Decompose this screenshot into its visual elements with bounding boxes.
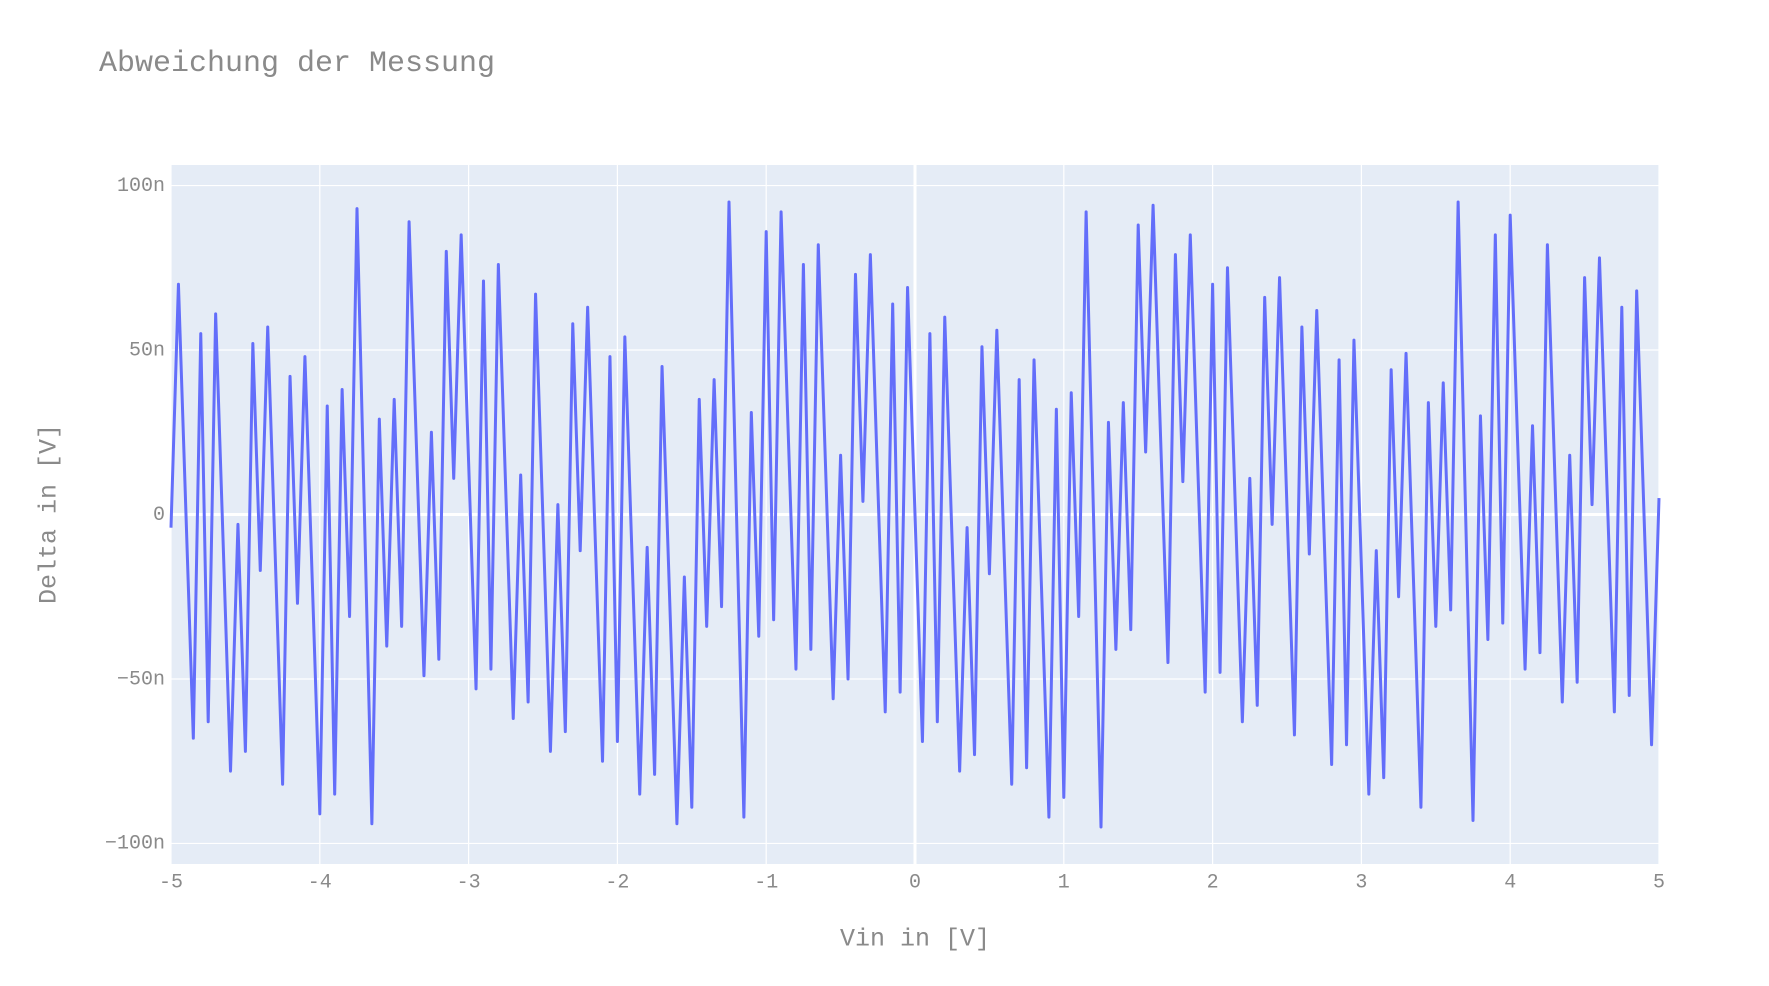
data-line (169, 200, 1661, 829)
y-tick-label: 50n (129, 339, 165, 362)
x-tick-label: -5 (159, 871, 183, 894)
y-tick-label: −50n (117, 668, 165, 691)
chart-title: Abweichung der Messung (99, 47, 495, 81)
x-tick-label: 3 (1355, 871, 1367, 894)
x-tick-label: 0 (909, 871, 921, 894)
x-tick-label: -4 (308, 871, 332, 894)
x-tick-label: -2 (605, 871, 629, 894)
x-tick-label: 4 (1504, 871, 1516, 894)
x-tick-label: -1 (754, 871, 778, 894)
x-tick-label: 5 (1653, 871, 1665, 894)
y-tick-label: 0 (153, 504, 165, 527)
x-tick-label: 2 (1207, 871, 1219, 894)
y-tick-label: −100n (105, 833, 165, 856)
x-axis-label: Vin in [V] (840, 925, 990, 954)
x-tick-label: 1 (1058, 871, 1070, 894)
y-tick-label: 100n (117, 175, 165, 198)
x-tick-label: -3 (457, 871, 481, 894)
y-axis-label: Delta in [V] (35, 424, 64, 604)
